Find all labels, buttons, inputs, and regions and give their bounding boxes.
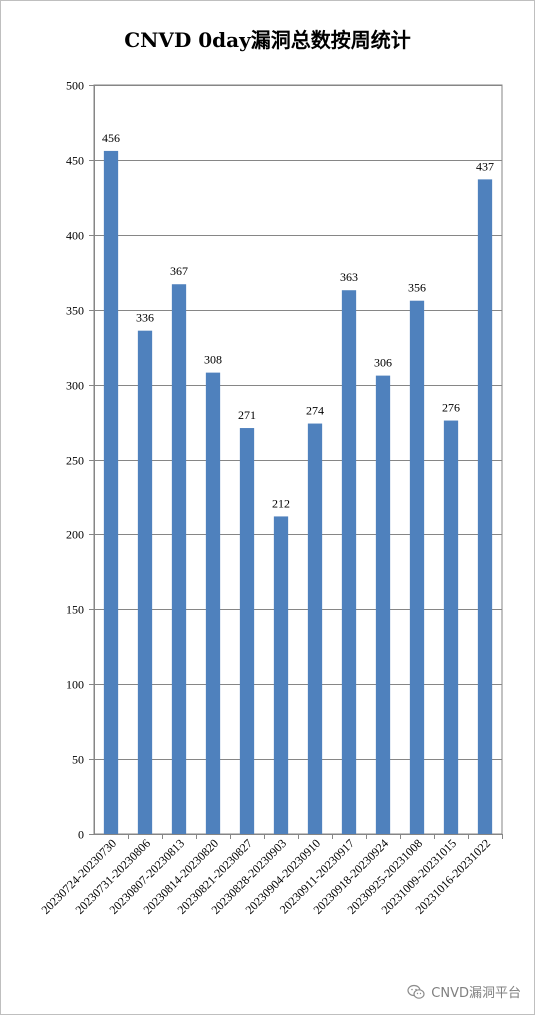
- y-tick-label: 50: [72, 753, 84, 767]
- y-tick-label: 450: [66, 154, 84, 168]
- watermark: CNVD漏洞平台: [407, 982, 521, 1001]
- data-label: 271: [238, 408, 256, 422]
- y-tick-label: 100: [66, 678, 84, 692]
- bar: [443, 420, 459, 834]
- y-tick-label: 500: [66, 79, 84, 93]
- y-tick-label: 400: [66, 229, 84, 243]
- y-tick-label: 200: [66, 528, 84, 542]
- bar: [375, 375, 391, 834]
- y-tick-label: 250: [66, 454, 84, 468]
- y-tick-label: 150: [66, 603, 84, 617]
- data-label: 276: [442, 401, 460, 415]
- chart-title: CNVD 0day漏洞总数按周统计: [124, 28, 411, 52]
- data-label: 367: [170, 264, 188, 278]
- y-tick-label: 300: [66, 379, 84, 393]
- plot-area: [93, 84, 503, 835]
- bar: [409, 300, 425, 834]
- bar: [307, 423, 323, 834]
- bar: [205, 372, 221, 834]
- data-label: 336: [136, 311, 154, 325]
- data-label: 456: [102, 131, 120, 145]
- data-label: 308: [204, 353, 222, 367]
- bar: [273, 516, 289, 834]
- bar: [103, 150, 119, 835]
- bar: [137, 330, 153, 834]
- data-label: 363: [340, 270, 358, 284]
- wechat-icon: [407, 984, 425, 999]
- bar: [171, 284, 187, 834]
- bar: [477, 179, 493, 834]
- y-tick-label: 350: [66, 304, 84, 318]
- data-label: 306: [374, 356, 392, 370]
- data-label: 437: [476, 159, 494, 173]
- bar: [239, 428, 255, 834]
- bar: [341, 290, 357, 834]
- y-tick-label: 0: [78, 828, 84, 842]
- data-label: 274: [306, 404, 324, 418]
- data-label: 212: [272, 496, 290, 510]
- watermark-text: CNVD漏洞平台: [431, 986, 521, 1001]
- data-label: 356: [408, 281, 426, 295]
